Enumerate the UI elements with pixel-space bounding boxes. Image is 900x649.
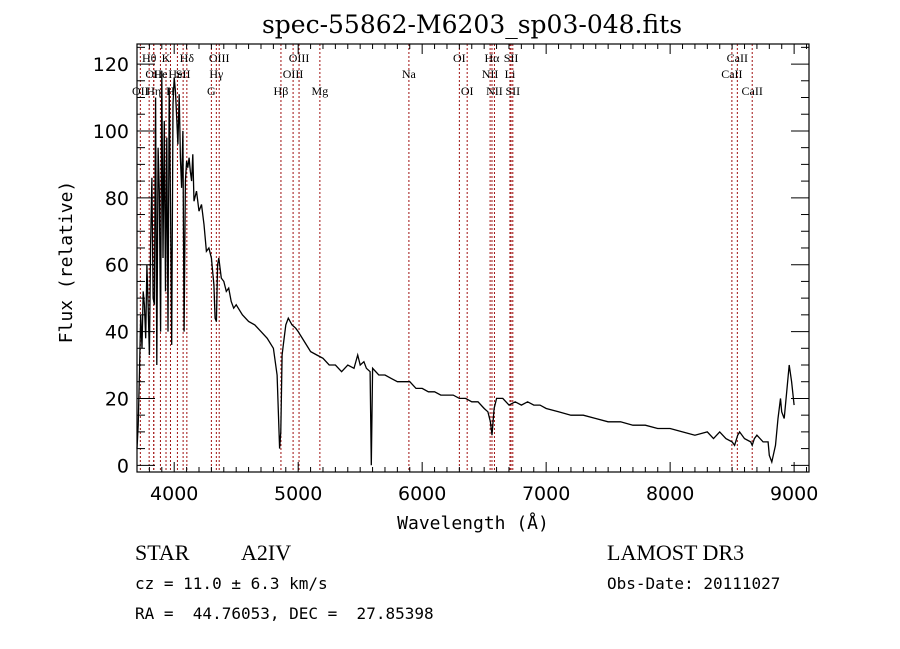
line-marker-label: SII [504, 51, 519, 65]
line-marker-labels: OIIHθHeOIIHηKHHeISIIHδGHγOIIIHβOIIIOIIIM… [132, 51, 763, 98]
line-marker-label: K [162, 51, 171, 65]
chart-title: spec-55862-M6203_sp03-048.fits [262, 10, 682, 39]
x-tick-label: 9000 [770, 483, 818, 505]
y-tick-label: 100 [93, 121, 129, 143]
object-subclass: A2IV [241, 540, 292, 565]
line-marker-label: SII [505, 84, 520, 98]
line-marker-label: Hβ [274, 84, 289, 98]
line-marker-label: NII [482, 67, 499, 81]
redshift-info: cz = 11.0 ± 6.3 km/s [135, 574, 328, 593]
line-marker-label: He [153, 67, 167, 81]
line-marker-label: Hγ [209, 67, 224, 81]
y-tick-label: 60 [105, 255, 129, 277]
x-tick-label: 7000 [522, 483, 570, 505]
x-tick-label: 5000 [274, 483, 322, 505]
line-marker-label: OII [132, 84, 149, 98]
line-marker-label: Hδ [180, 51, 195, 65]
line-marker-label: Na [402, 67, 417, 81]
line-marker-label: Mg [312, 84, 329, 98]
line-marker-label: CaII [721, 67, 742, 81]
line-marker-label: Li [505, 67, 516, 81]
y-tick-label: 20 [105, 388, 129, 410]
line-marker-label: OII [145, 67, 162, 81]
survey-name: LAMOST DR3 [607, 540, 745, 565]
line-marker-label: Hθ [142, 51, 157, 65]
line-marker-label: HeI [168, 67, 186, 81]
line-marker-label: G [207, 84, 216, 98]
line-marker-label: H [166, 84, 175, 98]
plot-frame [136, 43, 810, 473]
y-tick-label: 120 [93, 54, 129, 76]
line-marker-label: OIII [283, 67, 304, 81]
x-axis-label: Wavelength (Å) [397, 512, 549, 534]
line-marker-label: Hα [484, 51, 500, 65]
line-marker-label: Hη [146, 84, 161, 98]
x-axis-ticks: 4000 5000 6000 7000 8000 9000 [148, 44, 818, 505]
coordinates-info: RA = 44.76053, DEC = 27.85398 [135, 604, 434, 623]
line-marker-label: OIII [289, 51, 310, 65]
observation-date: Obs-Date: 20111027 [607, 574, 781, 593]
x-tick-label: 8000 [646, 483, 694, 505]
y-tick-label: 80 [105, 188, 129, 210]
line-marker-label: OI [461, 84, 474, 98]
line-marker-label: OIII [209, 51, 230, 65]
line-marker-label: NII [486, 84, 503, 98]
spectrum-line [136, 70, 795, 466]
object-class: STAR [135, 540, 190, 565]
line-marker-label: CaII [727, 51, 748, 65]
line-marker-label: OI [453, 51, 466, 65]
x-tick-label: 6000 [398, 483, 446, 505]
line-marker-label: CaII [742, 84, 763, 98]
line-markers [139, 44, 753, 472]
y-tick-label: 40 [105, 322, 129, 344]
x-tick-label: 4000 [150, 483, 198, 505]
y-axis-label: Flux (relative) [56, 181, 77, 344]
y-tick-label: 0 [117, 455, 129, 477]
line-marker-label: SII [176, 67, 191, 81]
y-axis-ticks: 0 20 40 60 80 100 120 [93, 46, 809, 477]
